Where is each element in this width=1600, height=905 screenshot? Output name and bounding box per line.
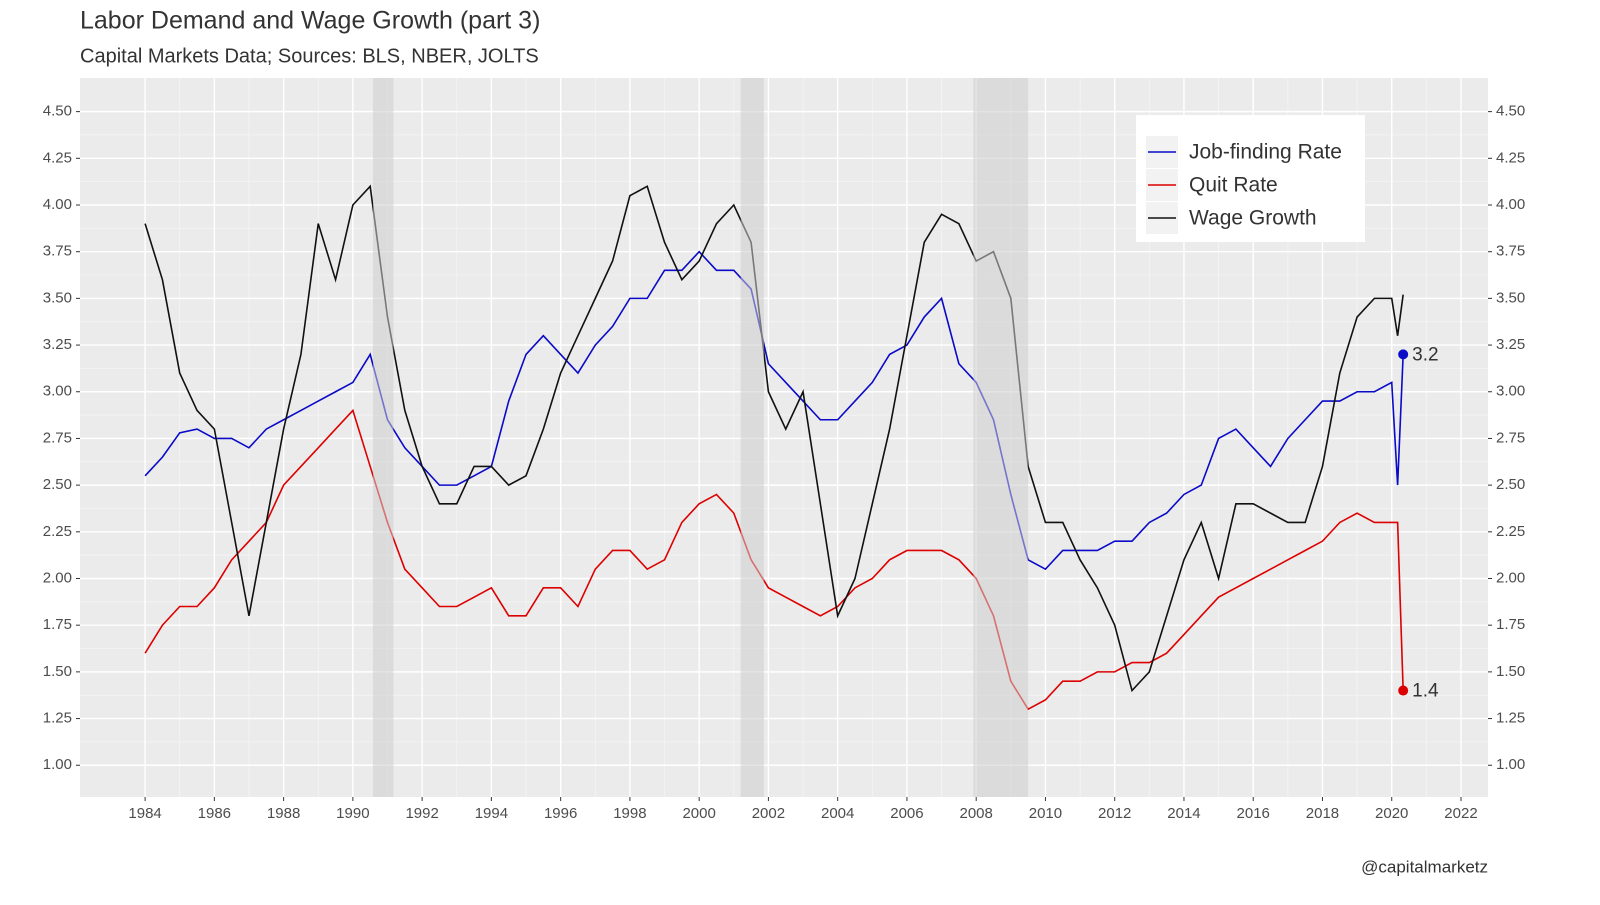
y-tick-label: 3.25 [43, 336, 72, 353]
series-line [144, 184, 1404, 693]
x-tick-label: 2022 [1444, 805, 1477, 822]
y2-tick-label: 3.75 [1496, 243, 1525, 260]
legend: Job-finding Rate Quit Rate Wage Growth [1136, 115, 1365, 242]
recession-band [372, 78, 394, 797]
x-tick-label: 2014 [1167, 805, 1200, 822]
end-point [1398, 349, 1409, 360]
x-tick-label: 2002 [752, 805, 785, 822]
x-tick-label: 2018 [1306, 805, 1339, 822]
y2-tick-label: 1.00 [1496, 756, 1525, 773]
y2-tick-label: 2.50 [1496, 476, 1525, 493]
caption: @capitalmarketz [1361, 857, 1488, 876]
y-tick-label: 1.75 [43, 616, 72, 633]
y-tick-label: 3.00 [43, 383, 72, 400]
y2-tick-label: 4.25 [1496, 149, 1525, 166]
y2-tick-label: 2.00 [1496, 569, 1525, 586]
y-tick-label: 2.75 [43, 429, 72, 446]
y-tick-label: 1.00 [43, 756, 72, 773]
x-tick-label: 1984 [128, 805, 161, 822]
x-tick-label: 1998 [613, 805, 646, 822]
x-tick-label: 2006 [890, 805, 923, 822]
x-tick-label: 2010 [1029, 805, 1062, 822]
x-tick-label: 2000 [682, 805, 715, 822]
y2-tick-label: 3.50 [1496, 289, 1525, 306]
y-tick-label: 2.00 [43, 569, 72, 586]
y-tick-label: 2.50 [43, 476, 72, 493]
x-tick-label: 1990 [336, 805, 369, 822]
y-tick-label: 3.50 [43, 289, 72, 306]
legend-label: Job-finding Rate [1189, 141, 1342, 164]
y2-tick-label: 3.00 [1496, 383, 1525, 400]
y-tick-label: 2.25 [43, 523, 72, 540]
y2-tick-label: 2.75 [1496, 429, 1525, 446]
y2-tick-label: 3.25 [1496, 336, 1525, 353]
x-tick-label: 1992 [405, 805, 438, 822]
end-label: 3.2 [1412, 344, 1438, 365]
chart-title: Labor Demand and Wage Growth (part 3) [80, 7, 540, 35]
x-tick-label: 2004 [821, 805, 854, 822]
y2-tick-label: 1.50 [1496, 663, 1525, 680]
x-tick-label: 2020 [1375, 805, 1408, 822]
recession-band [740, 78, 764, 797]
y2-tick-label: 1.25 [1496, 710, 1525, 727]
x-tick-label: 2008 [960, 805, 993, 822]
x-tick-label: 1988 [267, 805, 300, 822]
y2-tick-label: 2.25 [1496, 523, 1525, 540]
x-tick-label: 1994 [475, 805, 508, 822]
y2-tick-label: 4.00 [1496, 196, 1525, 213]
y-tick-label: 4.50 [43, 103, 72, 120]
x-tick-label: 1986 [198, 805, 231, 822]
y-tick-label: 1.25 [43, 710, 72, 727]
end-point [1398, 685, 1409, 696]
x-tick-label: 1996 [544, 805, 577, 822]
series-line [144, 250, 1404, 571]
chart-subtitle: Capital Markets Data; Sources: BLS, NBER… [80, 45, 539, 67]
y-tick-label: 1.50 [43, 663, 72, 680]
legend-label: Wage Growth [1189, 207, 1317, 230]
y-tick-label: 4.25 [43, 149, 72, 166]
x-tick-label: 2016 [1237, 805, 1270, 822]
x-tick-label: 2012 [1098, 805, 1131, 822]
recession-band [973, 78, 1029, 797]
y2-tick-label: 1.75 [1496, 616, 1525, 633]
y2-tick-label: 4.50 [1496, 103, 1525, 120]
legend-label: Quit Rate [1189, 174, 1278, 197]
end-label: 1.4 [1412, 681, 1439, 702]
y-tick-label: 4.00 [43, 196, 72, 213]
series-line [144, 408, 1404, 711]
y-tick-label: 3.75 [43, 243, 72, 260]
